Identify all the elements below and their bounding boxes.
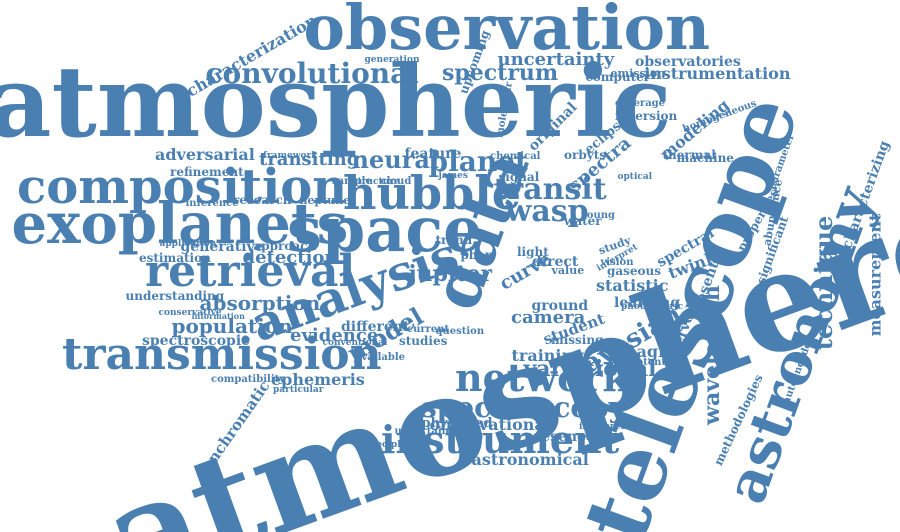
word-framework: framework xyxy=(263,152,317,161)
word-statistic: statistic xyxy=(596,278,668,294)
word-information: information xyxy=(192,312,245,320)
word-spectroscopic: spectroscopic xyxy=(142,334,250,348)
word-instrumentation: instrumentation xyxy=(644,66,790,82)
word-available: available xyxy=(355,353,405,363)
word-feature: feature xyxy=(405,147,462,161)
word-jupiter: jupiter xyxy=(409,263,492,285)
word-inference: inference xyxy=(186,199,239,209)
word-uncertainties: uncertainties xyxy=(395,427,470,437)
word-interpreting: interpreting xyxy=(579,423,641,432)
word-application: application xyxy=(160,240,217,249)
word-research: research xyxy=(233,194,291,206)
word-james: james xyxy=(439,172,468,181)
word-measurement: measurement xyxy=(867,214,883,337)
word-refinement: refinement xyxy=(170,166,244,178)
word-missing: missing xyxy=(551,334,603,346)
word-orbyts: orbyts xyxy=(564,149,606,161)
word-generation: generation xyxy=(365,56,420,65)
word-structure: structure xyxy=(353,178,400,187)
word-training: training xyxy=(512,348,585,364)
word-trend: trend xyxy=(436,234,473,246)
word-understanding: understanding xyxy=(126,290,225,302)
word-astronomical: astronomical xyxy=(472,452,589,468)
word-photometric: photometric xyxy=(621,303,683,312)
word-optical: optical xyxy=(618,173,653,182)
word-deciphering: deciphering xyxy=(370,441,430,450)
word-adversarial: adversarial xyxy=(155,147,255,163)
word-different: different xyxy=(341,320,409,334)
word-approach: approach xyxy=(254,240,317,252)
word-estimation: estimation xyxy=(139,252,211,264)
word-ground: ground xyxy=(532,299,589,313)
word-chemical: chemical xyxy=(490,152,540,162)
word-machine: machine xyxy=(677,152,734,164)
word-coverage: coverage xyxy=(615,99,665,109)
word-technique: technique xyxy=(812,216,836,350)
word-compatibility: compatibility xyxy=(211,375,285,385)
word-conventional: conventional xyxy=(323,339,388,348)
word-particular: particular xyxy=(273,386,323,395)
word-young: young xyxy=(581,211,615,221)
word-neptune: neptune xyxy=(300,195,351,206)
word-pbep: pbep xyxy=(461,249,494,261)
word-presence: presence xyxy=(524,430,594,444)
word-question: question xyxy=(436,327,485,337)
word-value: value xyxy=(552,265,585,276)
word-emission: emission xyxy=(611,68,666,79)
word-signal: signal xyxy=(499,171,540,183)
word-uncertainty: uncertainty xyxy=(498,51,615,69)
